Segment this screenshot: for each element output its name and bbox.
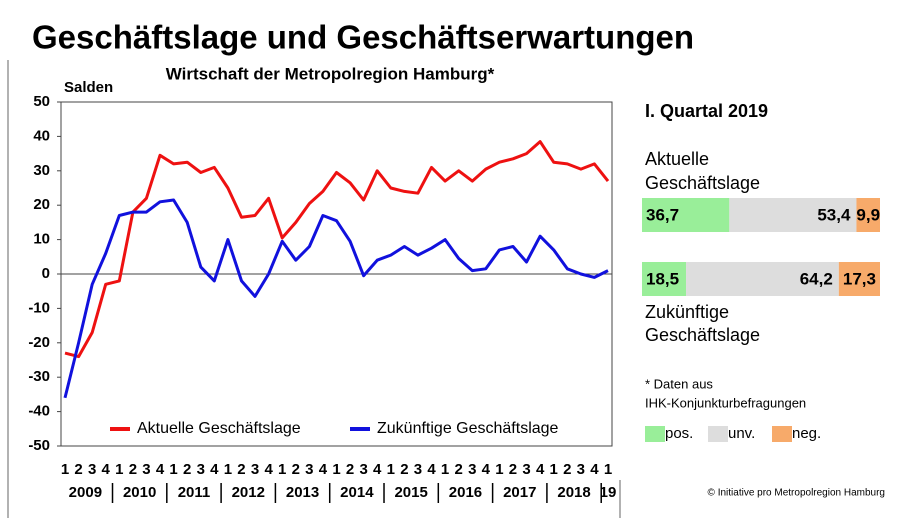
y-tick-label: 0 xyxy=(42,265,50,282)
x-tick-label: 4 xyxy=(102,461,111,478)
bar-segment xyxy=(729,198,857,232)
year-label: 2013 xyxy=(286,484,319,501)
x-tick-label: 2 xyxy=(400,461,408,478)
x-tick-label: 1 xyxy=(169,461,177,478)
y-axis-label: Salden xyxy=(64,79,113,96)
x-tick-label: 4 xyxy=(156,461,165,478)
x-tick-label: 3 xyxy=(577,461,585,478)
year-label: 2011 xyxy=(178,484,211,501)
value-label: 17,3 xyxy=(843,269,876,288)
year-label: 2015 xyxy=(394,484,427,501)
x-tick-label: 4 xyxy=(427,461,436,478)
x-tick-label: 3 xyxy=(359,461,367,478)
x-tick-label: 2 xyxy=(455,461,463,478)
y-tick-label: -30 xyxy=(28,368,50,385)
legend-swatch xyxy=(708,426,728,442)
x-tick-label: 3 xyxy=(468,461,476,478)
value-label: 53,4 xyxy=(817,205,851,224)
x-tick-label: 3 xyxy=(305,461,313,478)
credit: © Initiative pro Metropolregion Hamburg xyxy=(708,488,885,499)
x-tick-label: 3 xyxy=(142,461,150,478)
value-label: 64,2 xyxy=(800,269,833,288)
note: * Daten aus xyxy=(645,376,713,391)
value-label: 18,5 xyxy=(646,269,679,288)
x-tick-label: 1 xyxy=(115,461,123,478)
x-tick-label: 1 xyxy=(604,461,612,478)
x-tick-label: 2 xyxy=(292,461,300,478)
x-tick-label: 1 xyxy=(441,461,449,478)
x-tick-label: 2 xyxy=(183,461,191,478)
y-tick-label: -50 xyxy=(28,437,50,454)
x-tick-label: 1 xyxy=(495,461,503,478)
bar-segment xyxy=(642,262,687,296)
y-tick-label: 50 xyxy=(33,93,50,110)
x-tick-label: 1 xyxy=(61,461,69,478)
panel-title: I. Quartal 2019 xyxy=(645,101,768,121)
chart-subtitle: Wirtschaft der Metropolregion Hamburg* xyxy=(166,64,495,83)
y-tick-label: 30 xyxy=(33,162,50,179)
x-tick-label: 3 xyxy=(522,461,530,478)
year-label: 2012 xyxy=(232,484,265,501)
x-tick-label: 2 xyxy=(129,461,137,478)
x-tick-label: 2 xyxy=(237,461,245,478)
y-tick-label: 40 xyxy=(33,127,50,144)
legend-label: Zukünftige Geschäftslage xyxy=(377,420,559,437)
value-label: 9,9 xyxy=(856,205,880,224)
x-tick-label: 2 xyxy=(346,461,354,478)
bar-segment xyxy=(838,262,880,296)
category-label: Geschäftslage xyxy=(645,173,760,193)
year-label: 19 xyxy=(600,484,617,501)
year-label: 2014 xyxy=(340,484,374,501)
bar-segment xyxy=(642,198,730,232)
x-tick-label: 4 xyxy=(319,461,328,478)
x-tick-label: 4 xyxy=(264,461,273,478)
data-line xyxy=(64,140,610,359)
bar-segment xyxy=(856,198,880,232)
x-tick-label: 2 xyxy=(563,461,571,478)
x-tick-label: 3 xyxy=(251,461,259,478)
x-tick-label: 1 xyxy=(550,461,558,478)
x-tick-label: 3 xyxy=(88,461,96,478)
x-tick-label: 2 xyxy=(509,461,517,478)
year-label: 2017 xyxy=(503,484,536,501)
x-tick-label: 3 xyxy=(414,461,422,478)
x-tick-label: 1 xyxy=(332,461,340,478)
x-tick-label: 1 xyxy=(278,461,286,478)
chart-title: Geschäftslage und Geschäftserwartungen xyxy=(32,19,694,56)
legend-label: Aktuelle Geschäftslage xyxy=(137,420,301,437)
category-label: Zukünftige xyxy=(645,302,729,322)
x-tick-label: 4 xyxy=(373,461,382,478)
year-label: 2016 xyxy=(449,484,482,501)
legend-label: neg. xyxy=(792,425,821,442)
x-tick-label: 3 xyxy=(197,461,205,478)
y-tick-label: -40 xyxy=(28,403,50,420)
category-label: Aktuelle xyxy=(645,149,709,169)
x-tick-label: 4 xyxy=(482,461,491,478)
x-tick-label: 2 xyxy=(74,461,82,478)
legend-swatch xyxy=(645,426,665,442)
bar-segment xyxy=(686,262,839,296)
year-label: 2009 xyxy=(69,484,102,501)
category-label: Geschäftslage xyxy=(645,325,760,345)
year-label: 2018 xyxy=(557,484,590,501)
x-tick-label: 4 xyxy=(210,461,219,478)
y-tick-label: -20 xyxy=(28,334,50,351)
value-label: 36,7 xyxy=(646,205,679,224)
note: IHK-Konjunkturbefragungen xyxy=(645,395,806,410)
y-tick-label: 20 xyxy=(33,196,50,213)
y-tick-label: 10 xyxy=(33,231,50,248)
year-label: 2010 xyxy=(123,484,156,501)
data-line xyxy=(63,198,609,399)
legend-label: unv. xyxy=(728,425,755,442)
x-tick-label: 1 xyxy=(387,461,395,478)
x-tick-label: 4 xyxy=(590,461,599,478)
x-tick-label: 1 xyxy=(224,461,232,478)
x-tick-label: 4 xyxy=(536,461,545,478)
legend-label: pos. xyxy=(665,425,693,442)
legend-swatch xyxy=(772,426,792,442)
y-tick-label: -10 xyxy=(28,299,50,316)
